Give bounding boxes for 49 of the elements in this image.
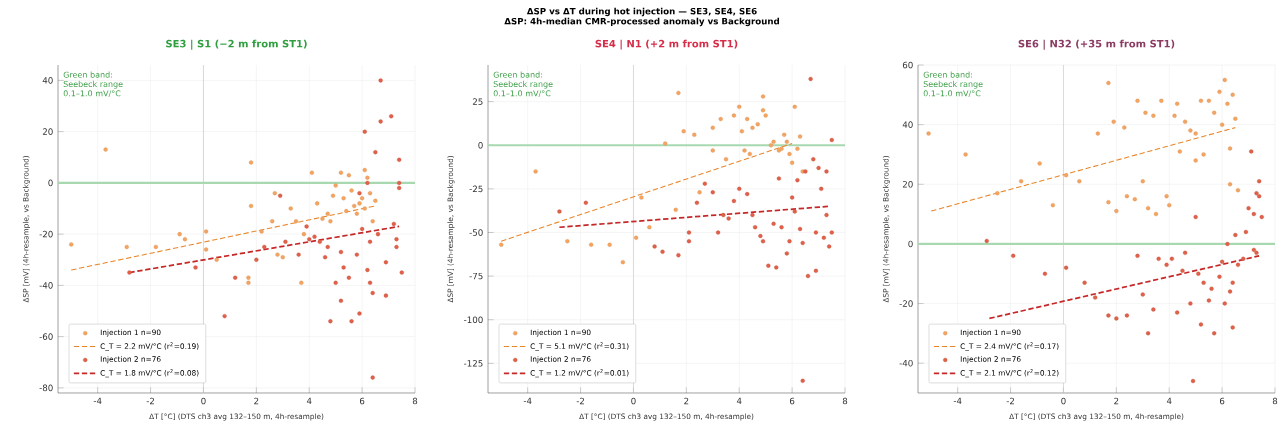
chart-title: SE6 | N32 (+35 m from ST1): [1018, 39, 1175, 50]
x-tick-label: -4: [953, 397, 962, 405]
chart-title: SE3 | S1 (−2 m from ST1): [166, 39, 307, 50]
y-tick-label: -20: [39, 230, 53, 238]
y-tick-label: -40: [39, 282, 53, 289]
y-tick-label: -100: [464, 316, 483, 323]
y-tick-label: 0: [478, 141, 483, 149]
x-tick-label: 6: [789, 397, 795, 405]
x-tick-label: 8: [842, 397, 848, 405]
x-tick-label: 2: [684, 397, 689, 405]
x-tick-label: 0: [1061, 397, 1066, 405]
y-tick-label: -40: [899, 359, 913, 367]
y-tick-label: -60: [39, 333, 53, 340]
x-tick-label: 6: [359, 397, 365, 405]
x-tick-label: 4: [736, 397, 742, 405]
x-tick-label: 4: [306, 397, 312, 405]
x-tick-label: 8: [412, 397, 418, 405]
chart-title: SE4 | N1 (+2 m from ST1): [595, 39, 738, 50]
text: ΔSP: 4h-median CMR-processed anomaly vs Background: [504, 17, 780, 27]
text: ΔSP vs ΔT during hot injection — SE3, SE4, SE6: [526, 7, 757, 17]
x-tick-label: -4: [93, 397, 102, 405]
x-tick-label: 0: [631, 397, 636, 405]
x-tick-label: 2: [1114, 397, 1119, 405]
y-tick-label: -75: [469, 272, 483, 280]
y-tick-label: -125: [464, 360, 483, 367]
y-tick-label: 20: [902, 181, 913, 188]
y-tick-label: -50: [469, 229, 483, 236]
y-tick-label: -25: [469, 185, 483, 193]
y-tick-label: 60: [902, 61, 913, 69]
x-tick-label: -2: [576, 397, 585, 405]
x-tick-label: 8: [1272, 397, 1278, 405]
x-tick-label: 2: [254, 397, 259, 405]
y-tick-label: 20: [42, 128, 53, 135]
x-tick-label: 6: [1219, 397, 1225, 405]
y-tick-label: -20: [899, 300, 913, 307]
annotation: Green band: Seebeck range 0.1–1.0 mV/°C: [923, 71, 983, 98]
x-tick-label: 4: [1166, 397, 1172, 405]
y-tick-label: 25: [472, 98, 483, 105]
y-tick-label: 0: [908, 240, 913, 248]
y-tick-label: 0: [48, 179, 53, 187]
x-tick-label: 0: [201, 397, 206, 405]
x-tick-label: -2: [146, 397, 155, 405]
y-tick-label: 40: [902, 121, 913, 128]
x-tick-label: -2: [1006, 397, 1015, 405]
annotation: Green band: Seebeck range 0.1–1.0 mV/°C: [63, 71, 123, 98]
y-tick-label: 40: [42, 77, 53, 84]
y-tick-label: -80: [39, 384, 53, 392]
x-tick-label: -4: [523, 397, 532, 405]
annotation: Green band: Seebeck range 0.1–1.0 mV/°C: [493, 71, 553, 98]
